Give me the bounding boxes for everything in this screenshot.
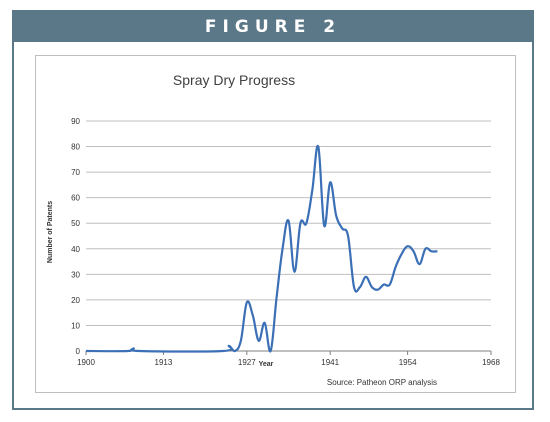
figure-banner: FIGURE 2 <box>14 12 532 42</box>
chart-title: Spray Dry Progress <box>173 72 295 88</box>
y-axis-label: Number of Patents <box>47 201 54 263</box>
y-tick-label: 50 <box>71 219 80 228</box>
x-tick-label: 1927 <box>238 358 256 367</box>
chart-area: Spray Dry Progress 0 10 20 30 40 50 60 70 80 90 1… <box>35 55 516 393</box>
y-tick-label: 30 <box>71 270 80 279</box>
x-tick-label: 1968 <box>482 358 500 367</box>
x-axis-ticks: 1900 1913 1927 1941 1954 1968 <box>77 351 500 367</box>
x-tick-label: 1954 <box>399 358 417 367</box>
x-tick-label: 1941 <box>321 358 339 367</box>
y-axis-ticks: 0 10 20 30 40 50 60 70 80 90 <box>71 117 80 356</box>
figure-frame: FIGURE 2 Spray Dry Progress 0 10 20 30 40 50 6… <box>12 10 534 410</box>
gridlines <box>86 120 491 352</box>
y-tick-label: 60 <box>71 194 80 203</box>
line-chart: Spray Dry Progress 0 10 20 30 40 50 60 70 80 90 1… <box>47 72 500 387</box>
source-note: Source: Patheon ORP analysis <box>327 378 437 387</box>
y-tick-label: 80 <box>71 143 80 152</box>
y-tick-label: 40 <box>71 245 80 254</box>
x-tick-label: 1913 <box>155 358 173 367</box>
x-axis-label: Year <box>259 361 274 368</box>
y-tick-label: 0 <box>76 347 81 356</box>
y-tick-label: 90 <box>71 117 80 126</box>
y-tick-label: 20 <box>71 296 80 305</box>
series-layer <box>85 144 438 353</box>
y-tick-label: 10 <box>71 321 80 330</box>
y-tick-label: 70 <box>71 168 80 177</box>
x-tick-label: 1900 <box>77 358 95 367</box>
